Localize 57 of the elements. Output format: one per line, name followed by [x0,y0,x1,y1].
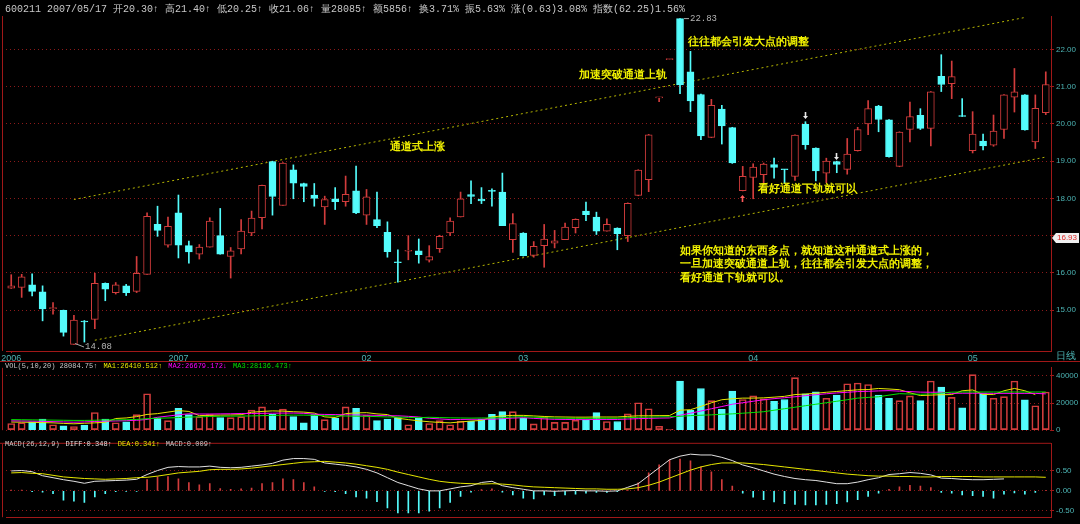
bar [676,380,684,431]
candlestick [488,188,496,207]
chart-title: 600211 2007/05/17 开20.30↑ 高21.40↑ 低20.25↑ 收21.06↑ 量28085↑ 额5856↑ 换3.71% 振5.63% 涨(0.63)3.08% 指数(62.25)1.56% [5,4,686,15]
candlestick [310,183,319,207]
text: 16.93 [1057,233,1078,243]
candlestick [414,238,423,264]
x-tick-label: 2007 [168,352,189,363]
bar [979,393,987,431]
bar [832,394,841,431]
candlestick [394,249,402,283]
candlestick [331,187,340,210]
bar [958,407,967,431]
candlestick [947,60,956,99]
candlestick [937,54,946,92]
bar [770,400,778,431]
annotation: 如果你知道的东西多点，就知道这种通道式上涨的，一旦加速突破通道上轨，往往都会引发大点的调整，看好通道下轨就可以。 [679,243,933,283]
candlestick [300,182,308,203]
y-tick-label: 22.00 [1056,44,1077,54]
candlestick [373,191,381,229]
annotation: 往往都会引发大点的调整 [687,34,810,48]
bar [289,416,298,431]
candlestick [655,96,663,102]
bar [697,388,705,431]
candlestick [540,224,549,268]
x-axis-title: 日线 [1055,350,1076,362]
y-tick-label: 19.00 [1056,156,1077,166]
x-tick-label: 02 [361,352,372,363]
y-tick-label: 16.00 [1056,268,1077,278]
y-tick-label: 15.00 [1056,305,1077,315]
y-tick-label: -0.50 [1056,506,1075,516]
y-tick-label: 18.00 [1056,193,1077,203]
y-tick-label: 21.00 [1056,81,1077,91]
bar [718,409,726,431]
candlestick [467,180,475,204]
y-tick-label: 20000 [1056,398,1079,408]
x-tick-label: 05 [967,352,978,363]
y-tick-label: 20.00 [1056,119,1077,129]
candlestick [770,157,778,179]
x-tick-label: 03 [518,352,529,363]
annotation: 通道式上涨 [389,140,446,153]
bar [216,417,225,431]
annotation: 加速突破通道上轨 [578,67,667,80]
annotation: 看好通道下轨就可以 [757,181,858,194]
bar [885,397,893,431]
annotation: 14.08 [85,342,113,353]
bar [1021,399,1029,431]
bar [937,386,946,431]
candlestick [226,247,235,279]
candlestick [582,201,590,222]
y-tick-label: 40000 [1056,371,1079,381]
y-tick-label: 0.00 [1056,486,1073,496]
y-tick-label: 0.50 [1056,466,1073,476]
candlestick [404,235,413,261]
x-tick-label: 04 [748,352,759,363]
x-tick-label: 2006 [1,352,22,363]
y-tick-label: 0 [1056,425,1061,435]
annotation: 22.83 [690,13,718,24]
